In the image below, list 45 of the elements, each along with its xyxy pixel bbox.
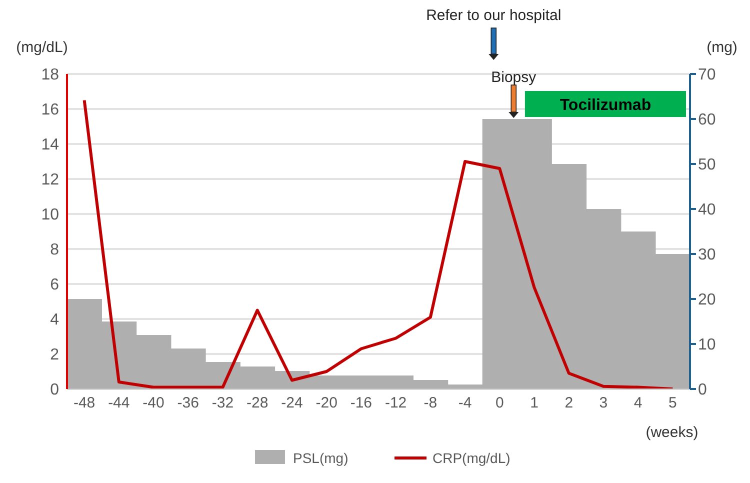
x-tick-label: -20 <box>316 394 338 412</box>
annotation: Biopsy <box>491 69 537 86</box>
y2-tick-label: 30 <box>698 246 716 264</box>
y2-tick-label: 0 <box>698 382 707 399</box>
y-axis-title: (mg/dL) <box>16 39 68 56</box>
y-tick-label: 16 <box>41 102 60 119</box>
x-tick-label: -36 <box>177 394 199 412</box>
y-tick-label: 18 <box>41 66 60 84</box>
x-tick-label: -24 <box>281 394 303 412</box>
x-tick-label: -12 <box>384 394 407 412</box>
x-tick-label: -16 <box>350 394 372 412</box>
x-tick-label: 0 <box>495 394 504 412</box>
x-tick-label: -48 <box>73 394 96 412</box>
y-tick-label: 14 <box>41 136 60 154</box>
x-tick-label: -32 <box>212 394 234 412</box>
x-tick-label: 2 <box>564 394 574 412</box>
y2-tick-label: 40 <box>698 202 716 219</box>
text: Refer to our hospital <box>426 7 562 24</box>
x-tick-label: 3 <box>599 394 608 412</box>
x-tick-label: -44 <box>108 394 130 412</box>
legend-label: CRP(mg/dL) <box>432 450 510 466</box>
legend-label: PSL(mg) <box>293 450 348 466</box>
y2-tick-label: 20 <box>698 292 716 309</box>
y-tick-label: 12 <box>41 172 60 189</box>
x-tick-label: -8 <box>424 394 438 412</box>
y-tick-label: 10 <box>41 206 60 224</box>
x-tick-label: 1 <box>530 394 538 412</box>
y-tick-label: 6 <box>50 276 60 294</box>
y-tick-label: 4 <box>50 312 60 329</box>
y-tick-label: 0 <box>50 382 60 399</box>
y2-tick-label: 10 <box>698 336 716 354</box>
x-tick-label: -28 <box>246 394 268 412</box>
line-series <box>82 98 674 389</box>
y-tick-label: 8 <box>50 242 60 259</box>
y2-axis-title: (mg) <box>706 39 738 56</box>
y2-tick-label: 70 <box>698 66 716 84</box>
x-tick-label: -4 <box>458 394 472 412</box>
x-tick-label: 4 <box>634 394 642 412</box>
y2-tick-label: 50 <box>698 156 716 174</box>
y2-tick-label: 60 <box>698 112 716 129</box>
x-axis-title: (weeks) <box>646 424 698 441</box>
y-tick-label: 2 <box>50 346 60 364</box>
x-tick-label: -40 <box>142 394 164 412</box>
band-label: Tocilizumab <box>560 97 652 114</box>
x-tick-label: 5 <box>668 394 677 412</box>
